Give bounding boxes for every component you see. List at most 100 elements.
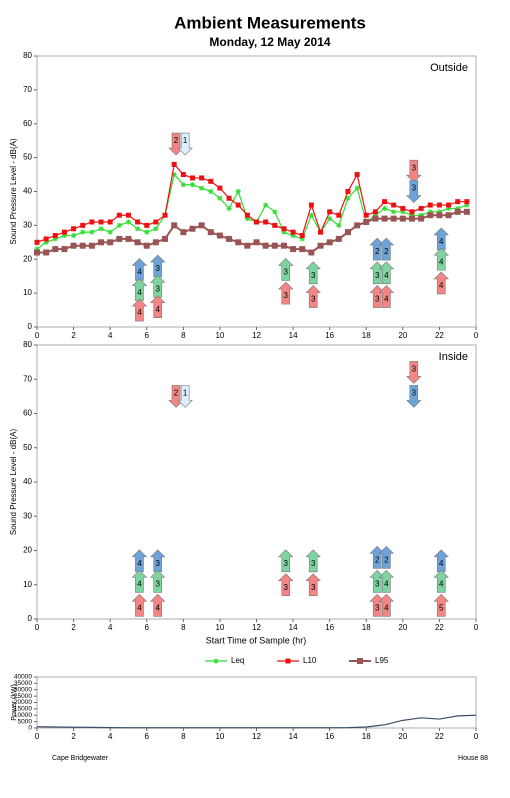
x-tick-label: 0 bbox=[35, 623, 40, 632]
annotation-arrow bbox=[406, 361, 422, 384]
annotation-label: 3 bbox=[375, 271, 380, 280]
annotation-arrow bbox=[378, 545, 395, 569]
marker bbox=[125, 212, 131, 218]
annotation-label: 3 bbox=[284, 291, 289, 300]
marker bbox=[98, 239, 105, 246]
marker bbox=[327, 216, 333, 222]
legend-label: L10 bbox=[303, 656, 317, 665]
marker bbox=[135, 226, 141, 232]
x-tick-label: 4 bbox=[108, 331, 113, 340]
legend-label: Leq bbox=[231, 656, 244, 665]
marker bbox=[52, 233, 58, 239]
y-tick-label: 70 bbox=[23, 85, 32, 94]
annotation-label: 2 bbox=[174, 136, 179, 145]
marker bbox=[153, 219, 159, 225]
marker bbox=[409, 212, 415, 218]
y-tick-label: 40000 bbox=[14, 674, 32, 681]
marker bbox=[71, 233, 77, 239]
marker bbox=[98, 226, 104, 232]
y-tick-label: 20 bbox=[23, 546, 32, 555]
x-tick-label: 14 bbox=[289, 331, 298, 340]
marker bbox=[107, 219, 113, 225]
marker bbox=[88, 242, 95, 249]
y-tick-label: 40 bbox=[23, 477, 32, 486]
annotation-label: 3 bbox=[412, 365, 417, 374]
panel-label: Outside bbox=[430, 62, 468, 74]
marker bbox=[208, 178, 214, 184]
y-tick-label: 80 bbox=[23, 340, 32, 349]
marker bbox=[363, 212, 369, 218]
marker bbox=[171, 222, 178, 229]
annotation-label: 4 bbox=[384, 295, 389, 304]
plot-area bbox=[36, 344, 477, 620]
y-tick-label: 50 bbox=[23, 443, 32, 452]
y-tick-label: 0 bbox=[28, 322, 33, 331]
marker bbox=[272, 209, 278, 215]
marker bbox=[80, 229, 86, 235]
y-tick-label: 10000 bbox=[14, 712, 32, 719]
annotation-arrow bbox=[278, 549, 294, 573]
marker bbox=[171, 161, 177, 167]
y-axis-label: Sound Pressure Level - dB(A) bbox=[9, 429, 18, 536]
annotation-label: 3 bbox=[155, 559, 160, 568]
y-tick-label: 30000 bbox=[14, 686, 32, 693]
marker bbox=[199, 185, 205, 191]
marker bbox=[445, 212, 452, 219]
x-tick-label: 2 bbox=[71, 331, 76, 340]
x-tick-label: 6 bbox=[145, 732, 150, 741]
x-tick-label: 0 bbox=[474, 732, 479, 741]
marker bbox=[464, 199, 470, 205]
y-tick-label: 60 bbox=[23, 409, 32, 418]
marker bbox=[299, 233, 305, 239]
annotation-label: 3 bbox=[412, 163, 417, 172]
annotation-label: 4 bbox=[384, 271, 389, 280]
marker bbox=[455, 199, 461, 205]
marker bbox=[180, 229, 187, 236]
annotation-arrow bbox=[177, 132, 193, 156]
marker bbox=[271, 242, 278, 249]
y-tick-label: 20000 bbox=[14, 699, 32, 706]
annotation-label: 2 bbox=[375, 555, 380, 564]
marker bbox=[436, 202, 442, 208]
marker bbox=[372, 215, 379, 222]
marker bbox=[189, 182, 195, 188]
annotation-label: 3 bbox=[155, 579, 160, 588]
marker bbox=[217, 185, 223, 191]
marker bbox=[153, 226, 159, 232]
y-tick-label: 10 bbox=[23, 288, 32, 297]
annotation-arrow bbox=[278, 281, 294, 305]
marker bbox=[382, 205, 388, 211]
marker bbox=[326, 239, 333, 246]
annotation-label: 2 bbox=[384, 247, 389, 256]
legend-marker bbox=[285, 658, 291, 664]
marker bbox=[281, 226, 287, 232]
marker bbox=[427, 202, 433, 208]
annotation-label: 3 bbox=[311, 271, 316, 280]
marker bbox=[327, 209, 333, 215]
marker bbox=[427, 209, 433, 215]
annotation-label: 4 bbox=[137, 559, 142, 568]
x-tick-label: 6 bbox=[145, 331, 150, 340]
annotation-arrow bbox=[305, 573, 321, 597]
x-tick-label: 16 bbox=[325, 732, 334, 741]
annotation-label: 4 bbox=[439, 237, 444, 246]
y-tick-label: 5000 bbox=[18, 718, 33, 725]
marker bbox=[244, 242, 251, 249]
annotation-arrow bbox=[433, 247, 449, 271]
annotation-arrow bbox=[305, 261, 321, 285]
marker bbox=[436, 209, 442, 215]
x-tick-label: 2 bbox=[71, 732, 76, 741]
legend-label: L95 bbox=[375, 656, 389, 665]
x-tick-label: 22 bbox=[435, 732, 444, 741]
annotation-arrow bbox=[378, 285, 395, 308]
marker bbox=[135, 219, 141, 225]
marker bbox=[70, 242, 77, 249]
marker bbox=[244, 212, 250, 218]
marker bbox=[71, 226, 77, 232]
annotation-arrow bbox=[406, 159, 422, 183]
annotation-label: 1 bbox=[183, 388, 188, 397]
x-tick-label: 14 bbox=[289, 732, 298, 741]
marker bbox=[272, 222, 278, 228]
legend-marker bbox=[357, 658, 363, 664]
annotation-label: 3 bbox=[311, 295, 316, 304]
